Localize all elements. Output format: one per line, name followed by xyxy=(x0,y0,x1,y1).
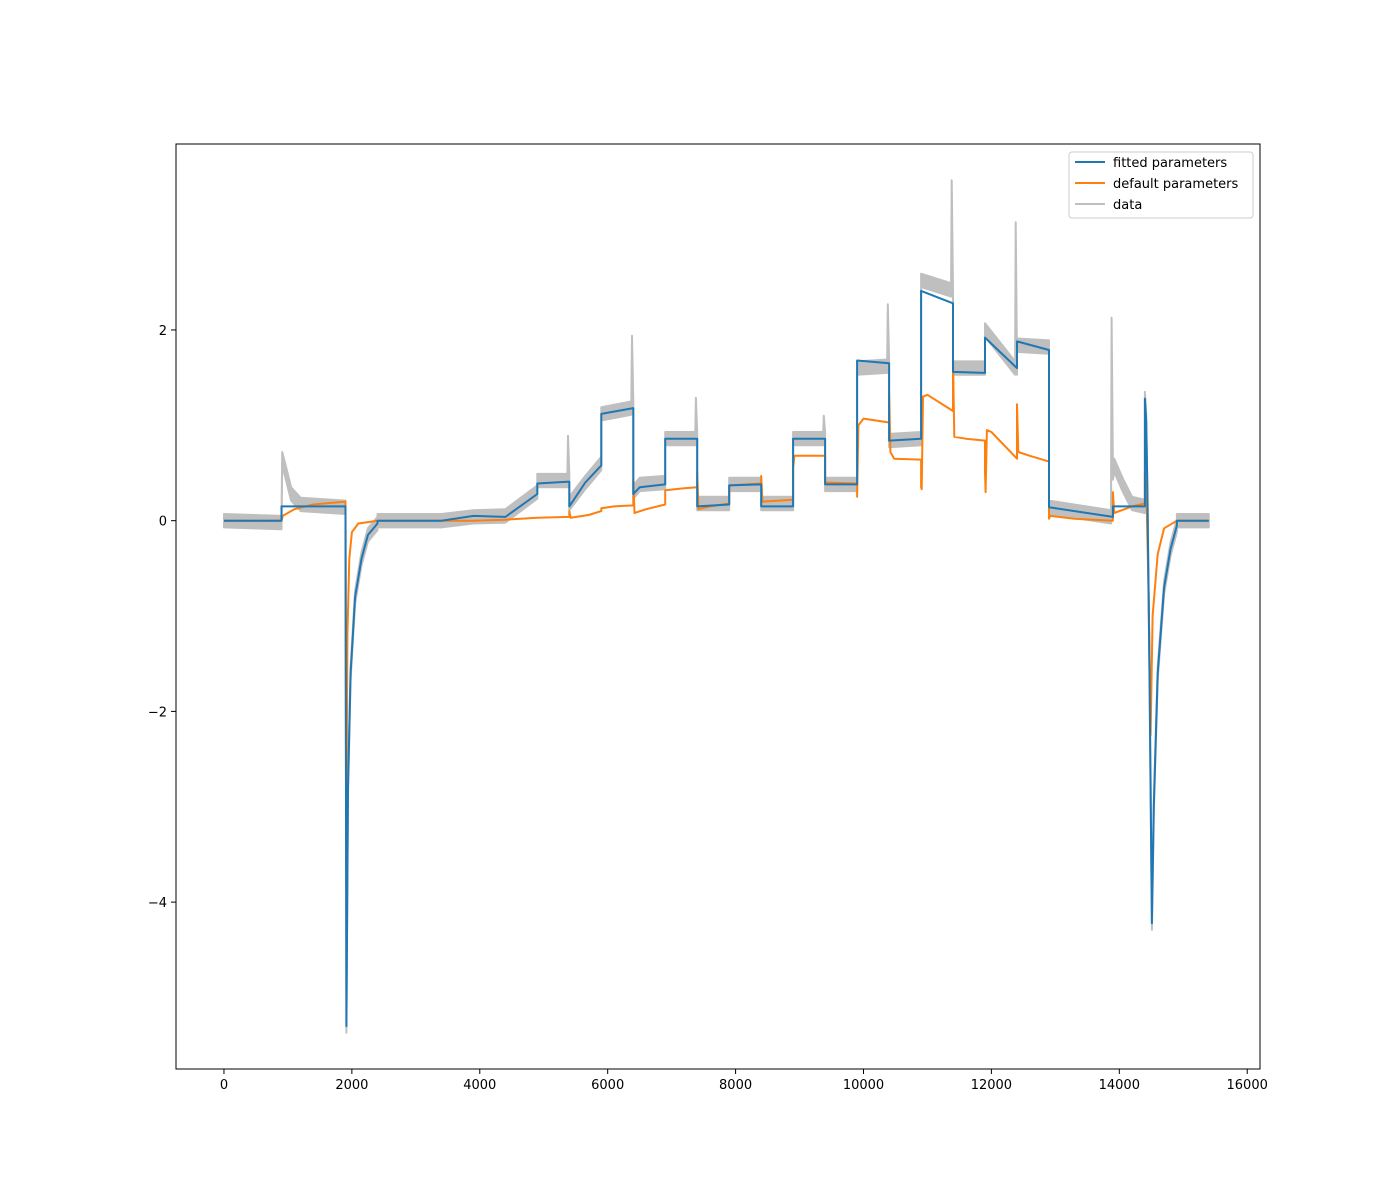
x-tick-label: 4000 xyxy=(463,1078,496,1093)
series-fitted-parameters xyxy=(224,289,1209,1028)
series-layer xyxy=(223,179,1210,1034)
y-tick-label: 0 xyxy=(159,515,167,530)
y-tick-label: 2 xyxy=(159,324,167,339)
legend: fitted parameters default parameters dat… xyxy=(1068,151,1254,219)
x-axis: 0 2000 4000 6000 8000 10000 12000 14000 16000 xyxy=(220,1069,1268,1093)
series-data xyxy=(223,179,1210,1034)
data-noise-band xyxy=(223,179,1210,1034)
x-tick-label: 8000 xyxy=(719,1078,752,1093)
x-tick-label: 0 xyxy=(220,1078,228,1093)
plot-frame xyxy=(175,143,1261,1070)
series-default-parameters xyxy=(224,357,1209,870)
y-axis: −4 −2 0 2 xyxy=(148,324,176,911)
y-tick-label: −2 xyxy=(148,705,167,720)
legend-label-fitted: fitted parameters xyxy=(1113,156,1227,171)
x-tick-label: 10000 xyxy=(843,1078,884,1093)
series-line xyxy=(224,289,1209,1028)
legend-label-default: default parameters xyxy=(1113,177,1239,192)
x-tick-label: 16000 xyxy=(1227,1078,1268,1093)
legend-frame xyxy=(1068,151,1254,219)
x-tick-label: 2000 xyxy=(335,1078,368,1093)
x-tick-label: 14000 xyxy=(1099,1078,1140,1093)
y-tick-label: −4 xyxy=(148,896,167,911)
legend-label-data: data xyxy=(1113,198,1142,213)
x-tick-label: 12000 xyxy=(971,1078,1012,1093)
x-tick-label: 6000 xyxy=(591,1078,624,1093)
series-line xyxy=(224,357,1209,870)
